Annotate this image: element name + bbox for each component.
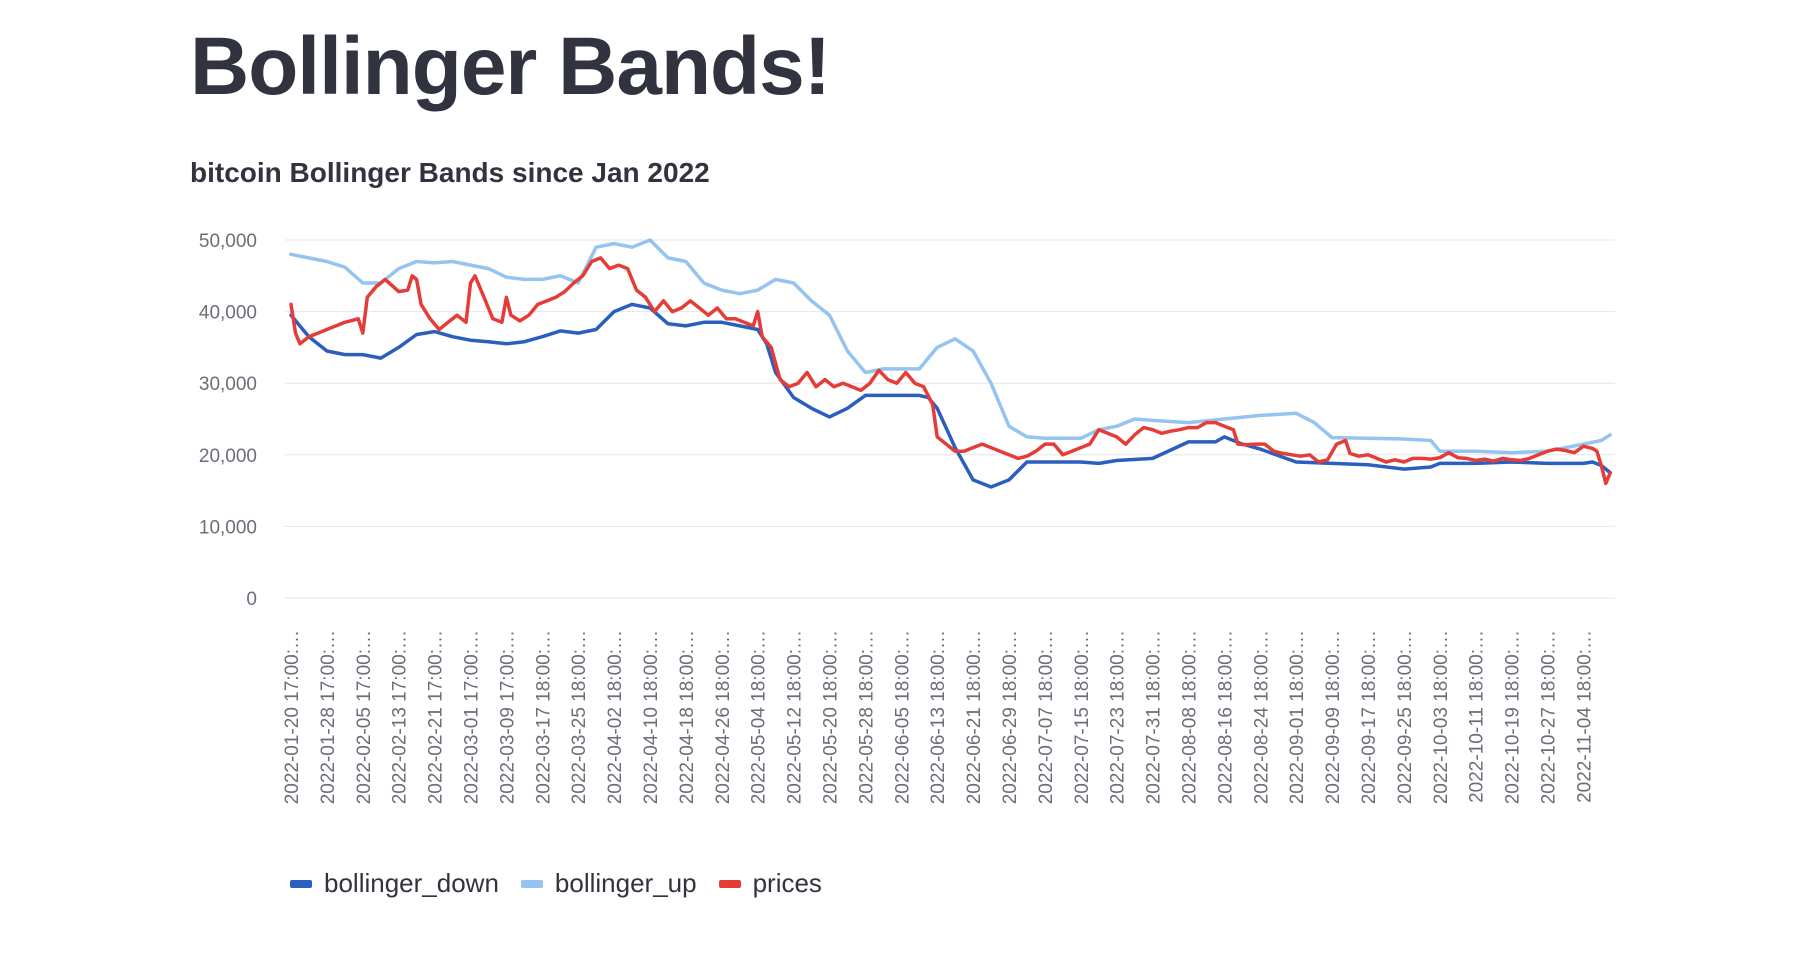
x-tick-label: 2022-03-17 18:00:… xyxy=(533,630,554,804)
x-tick-label: 2022-02-05 17:00:… xyxy=(354,630,375,804)
x-tick-label: 2022-09-17 18:00:… xyxy=(1359,630,1380,804)
x-tick-label: 2022-08-16 18:00:… xyxy=(1215,630,1236,804)
legend-item-bollinger-up[interactable]: bollinger_up xyxy=(520,868,697,899)
legend-item-prices[interactable]: prices xyxy=(718,868,822,899)
x-tick-label: 2022-04-26 18:00:… xyxy=(713,630,734,804)
page-title: Bollinger Bands! xyxy=(190,21,831,112)
x-tick-label: 2022-04-02 18:00:… xyxy=(605,630,626,804)
x-tick-label: 2022-05-04 18:00:… xyxy=(749,630,770,804)
x-tick-label: 2022-08-24 18:00:… xyxy=(1251,630,1272,804)
x-tick-label: 2022-06-29 18:00:… xyxy=(1000,630,1021,804)
x-tick-label: 2022-04-18 18:00:… xyxy=(677,630,698,804)
grid-lines xyxy=(285,239,1615,599)
legend-item-bollinger-down[interactable]: bollinger_down xyxy=(290,868,499,899)
x-tick-label: 2022-09-25 18:00:… xyxy=(1395,630,1416,804)
x-tick-label: 2022-10-27 18:00:… xyxy=(1539,630,1560,804)
y-tick-label: 20,000 xyxy=(199,446,257,467)
legend-swatch xyxy=(718,879,741,888)
x-tick-label: 2022-07-23 18:00:… xyxy=(1108,630,1129,804)
x-tick-label: 2022-02-21 17:00:… xyxy=(426,630,447,804)
series-line-prices xyxy=(289,256,1613,486)
y-tick-label: 0 xyxy=(246,589,257,610)
series-lines xyxy=(289,238,1613,489)
x-tick-label: 2022-07-31 18:00:… xyxy=(1144,630,1165,804)
x-tick-label: 2022-10-19 18:00:… xyxy=(1503,630,1524,804)
x-tick-label: 2022-06-05 18:00:… xyxy=(892,630,913,804)
series-line-bollinger-up xyxy=(289,238,1613,455)
x-tick-label: 2022-02-13 17:00:… xyxy=(390,630,411,804)
y-tick-label: 30,000 xyxy=(199,374,257,395)
x-tick-label: 2022-04-10 18:00:… xyxy=(641,630,662,804)
y-tick-label: 50,000 xyxy=(199,231,257,252)
x-tick-label: 2022-03-01 17:00:… xyxy=(462,630,483,804)
x-tick-label: 2022-09-09 18:00:… xyxy=(1323,630,1344,804)
x-tick-label: 2022-11-04 18:00:… xyxy=(1574,630,1595,803)
x-tick-label: 2022-05-28 18:00:… xyxy=(856,630,877,804)
x-tick-label: 2022-03-09 17:00:… xyxy=(497,630,518,804)
x-tick-label: 2022-10-03 18:00:… xyxy=(1431,630,1452,804)
x-tick-label: 2022-06-21 18:00:… xyxy=(964,630,985,804)
y-tick-label: 10,000 xyxy=(199,517,257,538)
legend-swatch xyxy=(290,879,312,888)
x-tick-label: 2022-06-13 18:00:… xyxy=(928,630,949,804)
x-tick-label: 2022-09-01 18:00:… xyxy=(1287,630,1308,804)
x-tick-label: 2022-07-07 18:00:… xyxy=(1036,630,1057,804)
y-axis: 0 10,000 20,000 30,000 40,000 50,000 xyxy=(199,231,257,610)
x-tick-label: 2022-05-12 18:00:… xyxy=(785,630,806,804)
legend-swatch xyxy=(520,879,543,888)
chart-title: bitcoin Bollinger Bands since Jan 2022 xyxy=(190,157,710,188)
legend-label: bollinger_down xyxy=(324,868,499,898)
series-line-bollinger-down xyxy=(289,302,1613,489)
x-tick-label: 2022-01-20 17:00:… xyxy=(282,630,303,804)
x-axis: 2022-01-20 17:00:… 2022-01-28 17:00:… 2022… xyxy=(282,630,1595,804)
y-tick-label: 40,000 xyxy=(199,303,257,324)
legend-label: prices xyxy=(752,868,822,898)
x-tick-label: 2022-01-28 17:00:… xyxy=(318,630,339,804)
chart-legend: bollinger_down bollinger_up prices xyxy=(290,868,822,899)
x-tick-label: 2022-03-25 18:00:… xyxy=(569,630,590,804)
x-tick-label: 2022-10-11 18:00:… xyxy=(1467,630,1488,803)
x-tick-label: 2022-08-08 18:00:… xyxy=(1180,630,1201,804)
x-tick-label: 2022-05-20 18:00:… xyxy=(821,630,842,804)
legend-label: bollinger_up xyxy=(554,868,697,898)
x-tick-label: 2022-07-15 18:00:… xyxy=(1072,630,1093,804)
